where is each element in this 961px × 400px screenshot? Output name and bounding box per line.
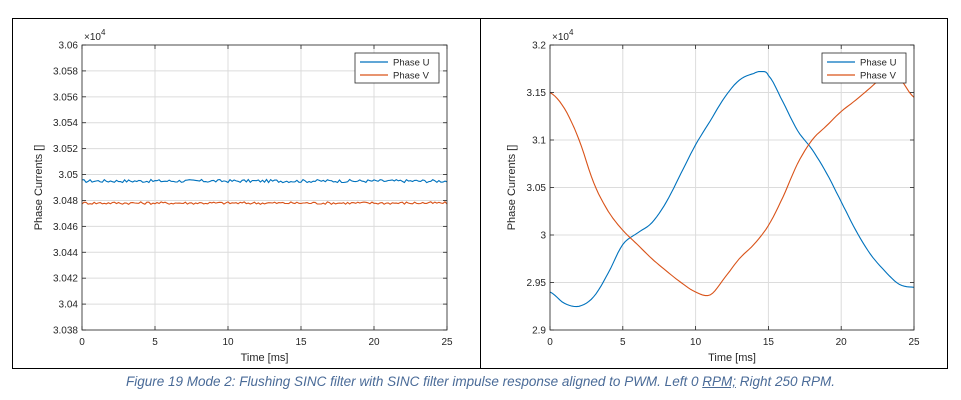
x-tick-label: 15 [763, 337, 775, 348]
plot-area [82, 45, 447, 330]
y-tick-label: 3.046 [53, 222, 78, 233]
y-tick-label: 3.06 [59, 41, 79, 52]
y-tick-label: 3.048 [53, 196, 78, 207]
y-tick-label: 3.054 [53, 118, 78, 129]
legend-label: Phase U [393, 58, 430, 69]
series-line-phase-u [549, 70, 915, 308]
plots-svg: 0 5 10 15 20 25 3.038 3.04 3.042 3.044 3.046 3.048 3… [33, 28, 920, 364]
axes-box [81, 44, 448, 331]
y-exponent-label: ×104 [84, 28, 106, 43]
caption-underlined-text: RPM; [702, 374, 736, 389]
y-tick-label: 2.95 [527, 278, 547, 289]
y-exponent-base: ×10 [552, 32, 569, 43]
y-exponent-power: 4 [101, 28, 106, 37]
caption-text-start: Figure 19 Mode 2: Flushing SINC filter w… [125, 374, 703, 389]
x-tick-label: 0 [547, 337, 553, 348]
legend-box [821, 52, 907, 84]
x-tick-label: 15 [295, 337, 307, 348]
legend-label: Phase U [860, 58, 897, 69]
y-tick-label: 3.15 [527, 88, 547, 99]
x-axis-label: Time [ms] [708, 352, 756, 364]
legend-label: Phase V [860, 71, 897, 82]
x-tick-label: 25 [908, 337, 920, 348]
y-tick-label: 3.1 [532, 136, 546, 147]
y-exponent-power: 4 [569, 28, 574, 37]
y-tick-label: 3.038 [53, 326, 78, 337]
y-axis-label: Phase Currents [] [506, 145, 518, 231]
figure-caption: Figure 19 Mode 2: Flushing SINC filter w… [0, 374, 961, 389]
right-plot: 0 5 10 15 20 25 2.9 2.95 3 3.05 3.1 3.15 3.2 ×104 Time… [506, 28, 920, 364]
legend-label: Phase V [393, 71, 430, 82]
caption-text-end: Right 250 RPM. [735, 374, 836, 389]
x-axis-label: Time [ms] [241, 352, 289, 364]
figure-divider [480, 18, 481, 369]
left-plot: 0 5 10 15 20 25 3.038 3.04 3.042 3.044 3.046 3.048 3… [33, 28, 453, 364]
y-tick-label: 3.2 [532, 41, 546, 52]
x-tick-label: 20 [836, 337, 848, 348]
x-tick-label: 20 [368, 337, 380, 348]
y-tick-label: 3 [540, 231, 546, 242]
y-tick-label: 3.058 [53, 66, 78, 77]
x-tick-label: 5 [620, 337, 626, 348]
series-line-phase-v [81, 201, 448, 206]
y-exponent-base: ×10 [84, 32, 101, 43]
x-tick-label: 10 [690, 337, 702, 348]
y-tick-label: 3.044 [53, 248, 78, 259]
x-tick-label: 10 [222, 337, 234, 348]
y-tick-label: 3.056 [53, 92, 78, 103]
series-line-phase-v [549, 70, 915, 297]
y-tick-label: 3.042 [53, 274, 78, 285]
y-axis-label: Phase Currents [] [33, 145, 45, 231]
y-tick-label: 2.9 [532, 326, 546, 337]
legend-box [354, 52, 440, 84]
y-tick-label: 3.04 [59, 300, 79, 311]
y-tick-label: 3.052 [53, 144, 78, 155]
x-tick-label: 5 [152, 337, 158, 348]
y-tick-label: 3.05 [527, 183, 547, 194]
series-line-phase-u [81, 178, 448, 184]
x-tick-label: 25 [441, 337, 453, 348]
y-exponent-label: ×104 [552, 28, 574, 43]
y-tick-label: 3.05 [59, 170, 79, 181]
x-tick-label: 0 [79, 337, 85, 348]
